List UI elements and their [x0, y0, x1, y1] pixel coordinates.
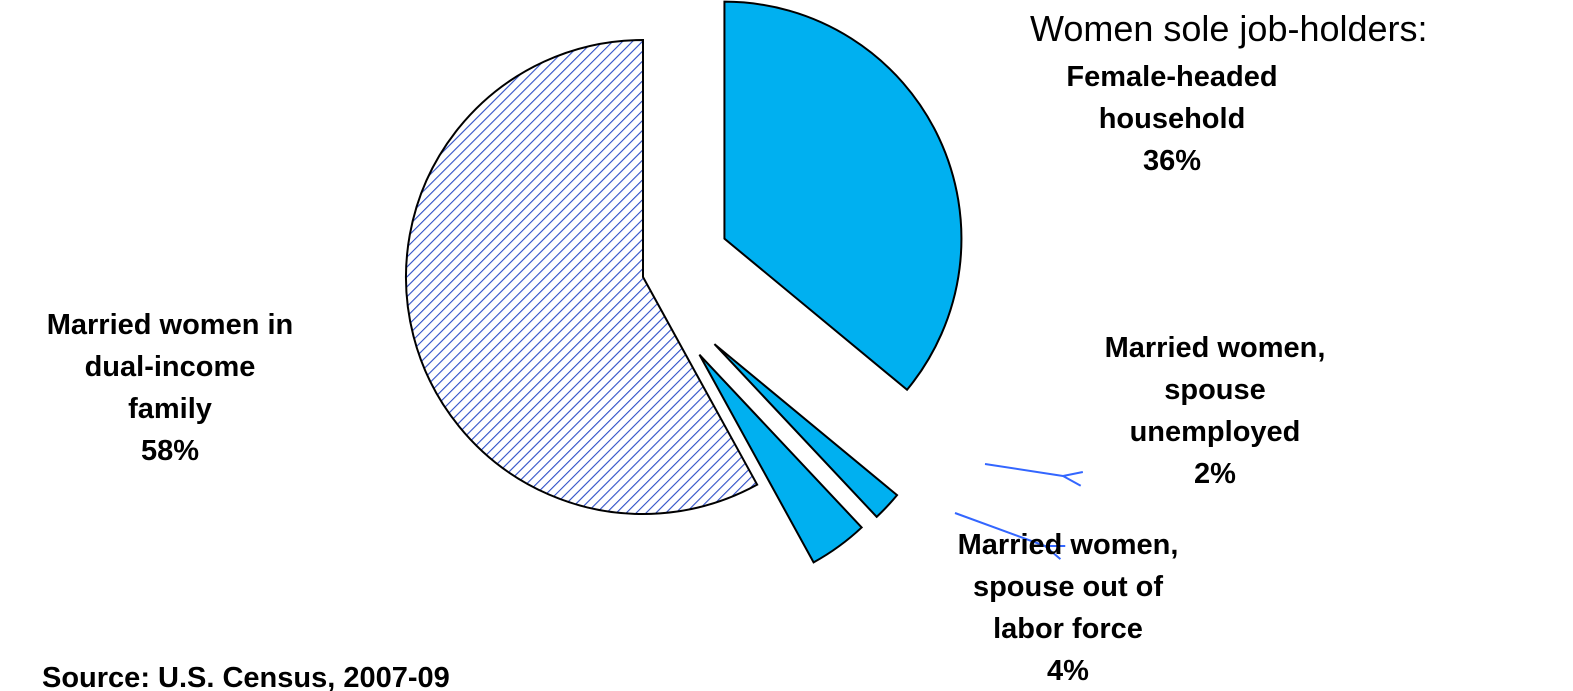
slice-label: Female-headed household 36%: [1066, 61, 1278, 177]
arrow: [984, 463, 1063, 476]
arrow: [954, 512, 1045, 546]
source-note: Source: U.S. Census, 2007-09: [42, 662, 450, 691]
chart-title: Women sole job-holders:: [1030, 8, 1428, 49]
slice-label: Married women, spouse unemployed 2%: [1104, 332, 1326, 490]
pie-slice: [698, 353, 864, 564]
pie-slice: [713, 343, 899, 519]
slice-label: Married women, spouse out of labor force…: [957, 529, 1179, 687]
pie-slice: [723, 0, 963, 392]
pie-slice: [405, 38, 759, 515]
slice-label: Married women in dual-income family 58%: [46, 309, 294, 467]
